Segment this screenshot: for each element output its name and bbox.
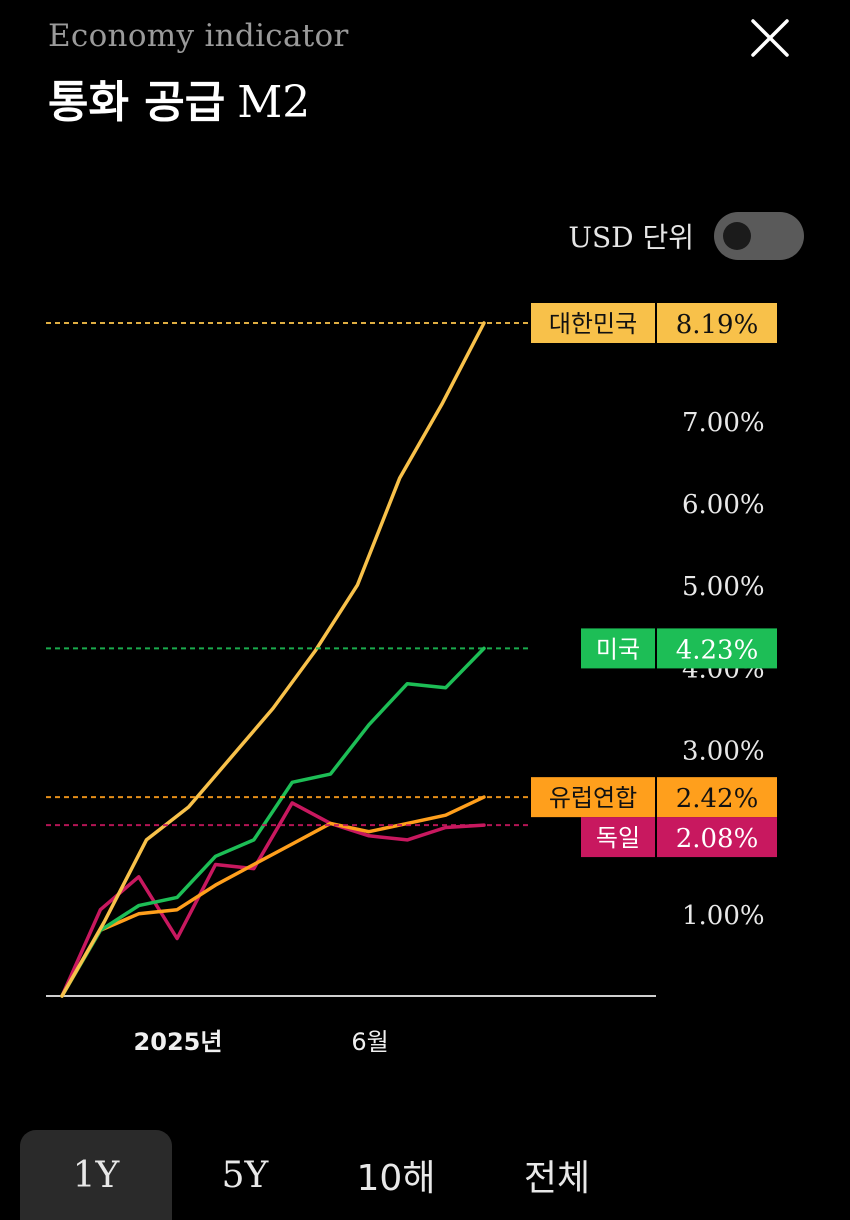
- series-name-label: 독일: [596, 824, 640, 852]
- x-tick-label: 2025년: [134, 1028, 223, 1056]
- page-title: 통화 공급 M2: [48, 66, 310, 130]
- series-line-2: [60, 795, 486, 998]
- y-tick-label: 3.00%: [682, 736, 765, 766]
- page-title-korean: 통화 공급: [48, 77, 226, 128]
- series-name-box-1: [581, 628, 655, 669]
- tab-1y[interactable]: 1Y: [20, 1130, 172, 1220]
- usd-toggle-row: USD 단위: [568, 212, 804, 260]
- close-icon[interactable]: [748, 16, 792, 60]
- series-name-box-2: [531, 777, 655, 818]
- series-value-box-2: [657, 777, 777, 818]
- y-tick-label: 7.00%: [682, 408, 765, 438]
- series-value-label: 2.08%: [676, 824, 759, 854]
- series-name-box-3: [581, 817, 655, 858]
- series-name-label: 미국: [596, 635, 640, 663]
- usd-toggle-label: USD 단위: [568, 221, 694, 254]
- series-line-0: [60, 321, 486, 998]
- y-tick-label: 1.00%: [682, 901, 765, 931]
- m2-line-chart: 1.00%3.00%4.00%5.00%6.00%7.00%2025년 6월대한민…: [46, 303, 777, 1056]
- series-value-box-1: [657, 628, 777, 669]
- toggle-knob: [723, 222, 751, 250]
- series-value-label: 8.19%: [676, 310, 759, 340]
- series-name-box-0: [531, 303, 655, 343]
- page-title-m2: M2: [237, 77, 311, 128]
- period-tabs: 1Y 5Y 10해 전체: [20, 1130, 640, 1220]
- page-subtitle: Economy indicator: [48, 18, 349, 54]
- series-value-box-0: [657, 303, 777, 343]
- series-name-label: 대한민국: [549, 310, 637, 338]
- y-tick-label: 5.00%: [682, 572, 765, 602]
- series-line-1: [60, 646, 486, 998]
- series-value-box-3: [657, 817, 777, 858]
- series-name-label: 유럽연합: [549, 784, 637, 812]
- tab-all[interactable]: 전체: [523, 1158, 591, 1199]
- tab-5y[interactable]: 5Y: [221, 1154, 269, 1196]
- x-tick-label: 6월: [351, 1028, 388, 1056]
- series-value-label: 4.23%: [676, 635, 759, 665]
- tab-10y[interactable]: 10해: [356, 1158, 436, 1199]
- usd-toggle[interactable]: [714, 212, 804, 260]
- series-line-3: [60, 801, 486, 998]
- y-tick-label: 6.00%: [682, 490, 765, 520]
- series-value-label: 2.42%: [676, 784, 759, 814]
